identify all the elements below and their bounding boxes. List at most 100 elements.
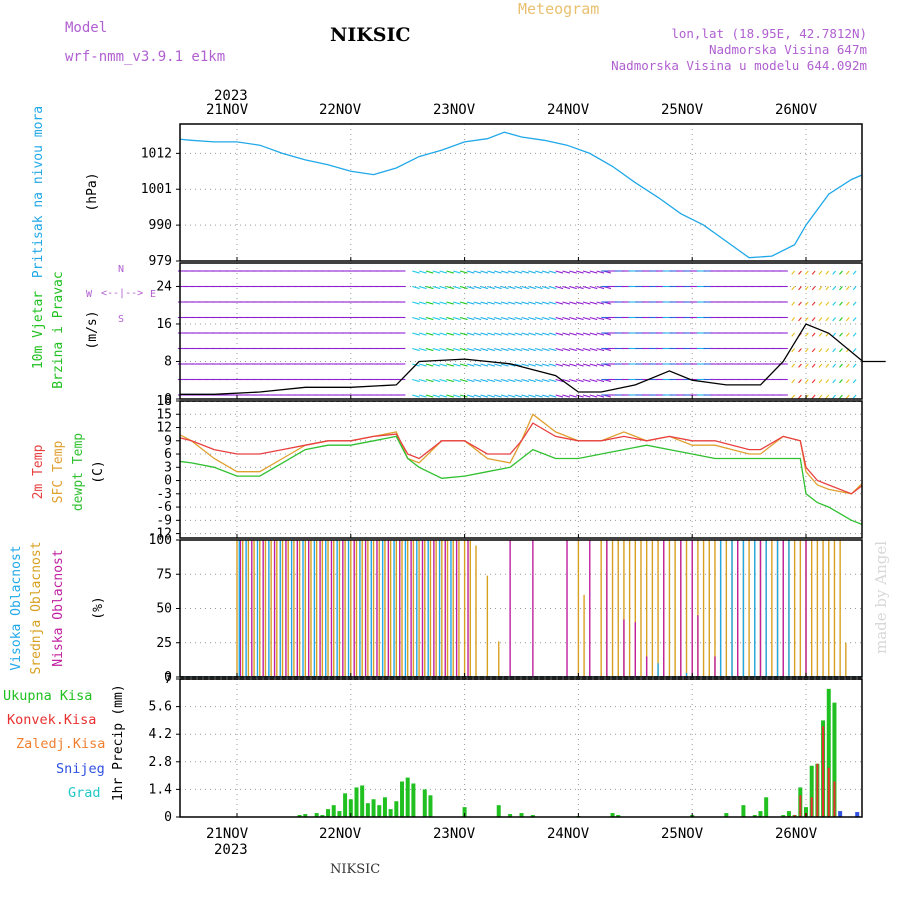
wind-barb	[425, 270, 434, 274]
wind-barb	[425, 332, 434, 336]
wind-barb	[845, 363, 850, 368]
snow-bar	[855, 812, 860, 817]
wind-barb	[418, 285, 427, 290]
cloud-panel	[180, 540, 862, 678]
wind-barb	[555, 378, 564, 383]
wind-barb	[459, 378, 468, 383]
wind-speed-line	[180, 323, 886, 395]
wind-barb	[798, 348, 802, 353]
wind-barb	[473, 332, 482, 336]
total-rain-bar	[371, 799, 376, 817]
wind-barb	[596, 394, 605, 398]
wind-barb	[432, 394, 441, 398]
wind-barb	[535, 316, 543, 321]
wind-barb	[596, 378, 605, 383]
y-tick-label: 979	[149, 254, 172, 269]
pressure-line	[180, 131, 862, 259]
wind-barb	[535, 363, 543, 367]
wind-barb	[575, 394, 584, 398]
wind-barb	[832, 332, 837, 337]
wind-barb	[548, 378, 557, 383]
bottom-day-label: 22NOV	[319, 826, 362, 842]
wind-barb	[541, 316, 550, 321]
wind-barb	[494, 332, 502, 336]
wind-barb	[446, 363, 454, 367]
y-tick-label: 15	[156, 407, 172, 422]
wind-barb	[832, 270, 837, 275]
wind-barb	[575, 301, 584, 305]
total-rain-bar	[303, 814, 308, 817]
wind-barb	[811, 363, 816, 368]
wind-barb	[804, 270, 809, 275]
wind-barb	[839, 332, 843, 337]
wind-barb	[535, 332, 543, 336]
wind-barb	[466, 316, 475, 321]
wind-barb	[548, 285, 557, 290]
wind-barb	[548, 347, 557, 352]
total-rain-bar	[348, 799, 353, 817]
wind-barb	[473, 316, 482, 321]
grid-lines	[180, 124, 862, 818]
y-tick-label: 0	[164, 392, 172, 407]
wind-barb	[569, 301, 577, 305]
wind-barb	[791, 317, 796, 322]
total-rain-bar	[331, 805, 336, 817]
wind-barb	[818, 317, 823, 322]
wind-barb	[459, 394, 468, 398]
wind-barb	[500, 347, 509, 352]
wind-barb	[541, 378, 550, 383]
wind-barb	[541, 363, 550, 367]
wind-barb	[596, 316, 605, 321]
wind-barb	[487, 316, 495, 321]
conv-rain-bar	[816, 763, 819, 817]
wind-barb	[589, 332, 598, 336]
wind-barb	[582, 394, 591, 398]
wind-barb	[562, 285, 571, 290]
wind-barb	[446, 301, 454, 305]
wind-barb	[804, 379, 809, 384]
wind-barb	[528, 285, 536, 290]
wind-barb	[818, 379, 823, 384]
y-tick-label: 6	[164, 447, 172, 462]
wind-barb	[432, 378, 441, 383]
wind-barb	[480, 270, 489, 274]
wind-barb	[839, 348, 843, 353]
wind-panel	[177, 270, 886, 399]
wind-barb	[825, 363, 830, 368]
pressure-panel	[180, 131, 862, 259]
wind-barb	[548, 332, 557, 336]
wind-barb	[466, 270, 475, 274]
y-tick-label: -12	[149, 527, 172, 542]
y-tick-label: 0	[164, 670, 172, 685]
wind-barb	[541, 347, 550, 352]
wind-barb	[466, 363, 475, 367]
total-rain-bar	[360, 785, 365, 817]
total-rain-bar	[337, 811, 342, 817]
wind-barb	[480, 316, 489, 321]
wind-barb	[412, 270, 420, 274]
wind-barb	[791, 394, 796, 399]
wind-barb	[500, 316, 509, 321]
wind-barb	[582, 316, 591, 321]
axes-labels: 97999010011012081624-12-9-6-303691215180…	[141, 146, 807, 825]
top-day-label: 23NOV	[433, 102, 476, 118]
wind-barb	[480, 378, 489, 383]
wind-axis-subtitle: Brzina i Pravac	[51, 271, 66, 388]
wind-barb	[541, 270, 550, 274]
wind-barb	[852, 363, 857, 368]
wind-barb	[845, 317, 850, 322]
wind-barb	[811, 270, 816, 275]
total-rain-bar	[354, 787, 359, 817]
wind-barb	[582, 378, 591, 383]
wind-barb	[480, 301, 489, 305]
wind-barb	[412, 301, 420, 305]
wind-barb	[432, 347, 441, 352]
wind-barb	[818, 286, 823, 291]
wind-barb	[446, 394, 454, 398]
wind-barb	[589, 316, 598, 321]
total-rain-bar	[724, 813, 729, 817]
wind-barb	[798, 270, 802, 275]
wind-barb	[569, 285, 577, 290]
wind-barb	[535, 270, 543, 274]
wind-barb	[453, 270, 461, 274]
